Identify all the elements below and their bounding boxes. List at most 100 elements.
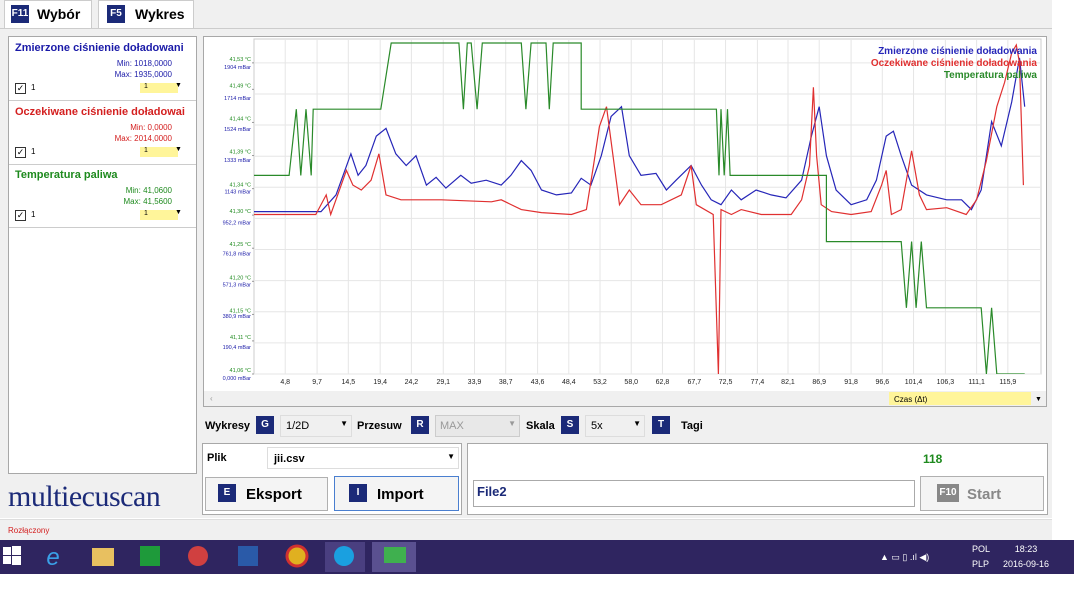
tab-key: F11 [11,5,29,23]
scroll-arrow[interactable]: ‹ [210,394,213,403]
x-tick-label: 29,1 [436,379,450,386]
plot-area [253,38,1042,375]
tray-icons[interactable]: ▲ ▭ ▯ .ıl ◀) [880,552,929,562]
start-icon[interactable] [3,546,21,565]
channel-name: Oczekiwane ciśnienie doładowai [15,105,185,118]
channel-min: Min: 1018,0000 [116,59,172,68]
y2-tick-label: 41,20 °C [230,275,251,281]
channel-min: Min: 41,0600 [125,186,172,195]
tab-label: Wybór [37,6,81,22]
checkbox-label: 1 [31,210,36,219]
select-arrow: ▼ [175,209,182,216]
tab[interactable]: F11 Wybór [4,0,92,29]
x-tick-label: 4,8 [280,379,290,386]
channel-max: Max: 1935,0000 [114,70,172,79]
x-tick-label: 24,2 [405,379,419,386]
import-button[interactable]: I Import [334,476,459,511]
y-tick-label: 952,2 mBar [223,220,252,226]
channel-max: Max: 2014,0000 [114,133,172,143]
x-tick-label: 19,4 [373,379,387,386]
channel: Zmierzone ciśnienie doładowani Min: 1018,… [9,37,196,101]
x-tick-label: 33,9 [468,379,482,386]
chrome-icon[interactable] [285,544,309,568]
x-tick-label: 96,6 [875,379,889,386]
checkbox[interactable]: ✓ [15,146,26,158]
select-value: 1 [144,210,148,217]
x-tick-label: 86,9 [812,379,826,386]
button[interactable]: Tagi [681,420,703,432]
x-tick-label: 67,7 [688,379,702,386]
x-axis-label: Czas (Δt) [894,395,928,404]
x-tick-label: 101,4 [905,379,923,386]
channel: Oczekiwane ciśnienie doładowai Min: 0,000… [9,101,196,165]
dropdown-value: MAX [440,420,464,432]
series-line [254,43,1024,374]
status: Rozłączony [8,526,50,535]
dropdown[interactable]: jii.csv ▼ [267,447,459,469]
channel-select[interactable]: 1 [140,210,178,220]
clock-date[interactable]: 2016-09-16 [1003,559,1049,569]
dropdown[interactable]: 1/2D ▼ [280,415,352,437]
dropdown-value: 5x [591,420,603,432]
y2-tick-label: 41,34 °C [230,183,251,189]
key: R [411,416,429,434]
channel: Temperatura paliwa Min: 41,0600 Max: 41,56… [9,164,196,228]
checkbox[interactable]: ✓ [15,83,26,94]
x-tick-label: 43,6 [531,379,545,386]
y2-tick-label: 41,49 °C [230,83,251,89]
y-tick-label: 1333 mBar [224,158,251,164]
counter: 118 [923,452,943,466]
label: Wykresy [205,420,251,432]
taskbar-icons: e ▲ ▭ ▯ .ıl ◀) POL PLP 18:23 2016-09-16 [3,542,1049,572]
y-tick-label: 1904 mBar [224,65,251,71]
y-tick-label: 571,3 mBar [223,283,252,289]
tab[interactable]: F5 Wykres [98,0,194,29]
name-input[interactable]: File2 [473,480,915,507]
y-tick-label: 190,4 mBar [223,345,252,351]
channel-select[interactable]: 1 [140,83,178,93]
dropdown[interactable]: 5x ▼ [585,415,645,437]
arrow: ▼ [633,419,641,428]
explorer-icon[interactable] [92,548,114,566]
store-icon[interactable] [140,546,160,566]
ie-icon[interactable]: e [46,544,59,571]
word-icon[interactable] [238,546,258,566]
x-tick-label: 82,1 [781,379,795,386]
skype-icon[interactable] [334,546,354,566]
channel-select[interactable]: 1 [140,146,178,157]
x-tick-label: 72,5 [719,379,733,386]
legend-entry: Zmierzone ciśnienie doładowania [878,46,1037,57]
x-tick-label: 53,2 [593,379,607,386]
clock-time[interactable]: 18:23 [1015,544,1038,554]
arrow: ▼ [340,419,348,428]
select-value: 1 [144,83,148,90]
button-label: Import [377,486,424,503]
series-line [254,57,1026,213]
checkbox[interactable]: ✓ [15,210,26,221]
x-axis-select[interactable] [889,392,1031,405]
scrollbar[interactable] [204,391,1046,406]
mes-icon[interactable] [384,547,406,563]
x-tick-label: 111,1 [968,379,985,386]
run-panel: 118 File2 F10 Start [467,443,1048,515]
legend-entry: Oczekiwane ciśnienie doładowania [871,58,1038,69]
select-arrow[interactable]: ▼ [1035,396,1042,403]
lang[interactable]: POL [972,544,990,554]
y2-tick-label: 41,15 °C [230,308,251,314]
x-tick-label: 58,0 [624,379,638,386]
legend-entry: Temperatura paliwa [944,70,1038,81]
export-button[interactable]: E Eksport [205,477,328,511]
y-tick-label: 761,8 mBar [223,252,252,258]
arrow: ▼ [447,452,455,461]
tab-key: F5 [107,5,125,23]
taskbar: e ▲ ▭ ▯ .ıl ◀) POL PLP 18:23 2016-09-16 [0,540,1074,574]
layout[interactable]: PLP [972,559,989,569]
status-bar: Rozłączony [0,519,1052,540]
x-tick-label: 115,9 [999,379,1016,386]
dropdown: MAX ▼ [435,415,520,437]
start-button[interactable]: F10 Start [920,476,1044,511]
app-icon[interactable] [188,546,208,566]
label: Plik [207,452,227,464]
key: E [218,484,236,502]
